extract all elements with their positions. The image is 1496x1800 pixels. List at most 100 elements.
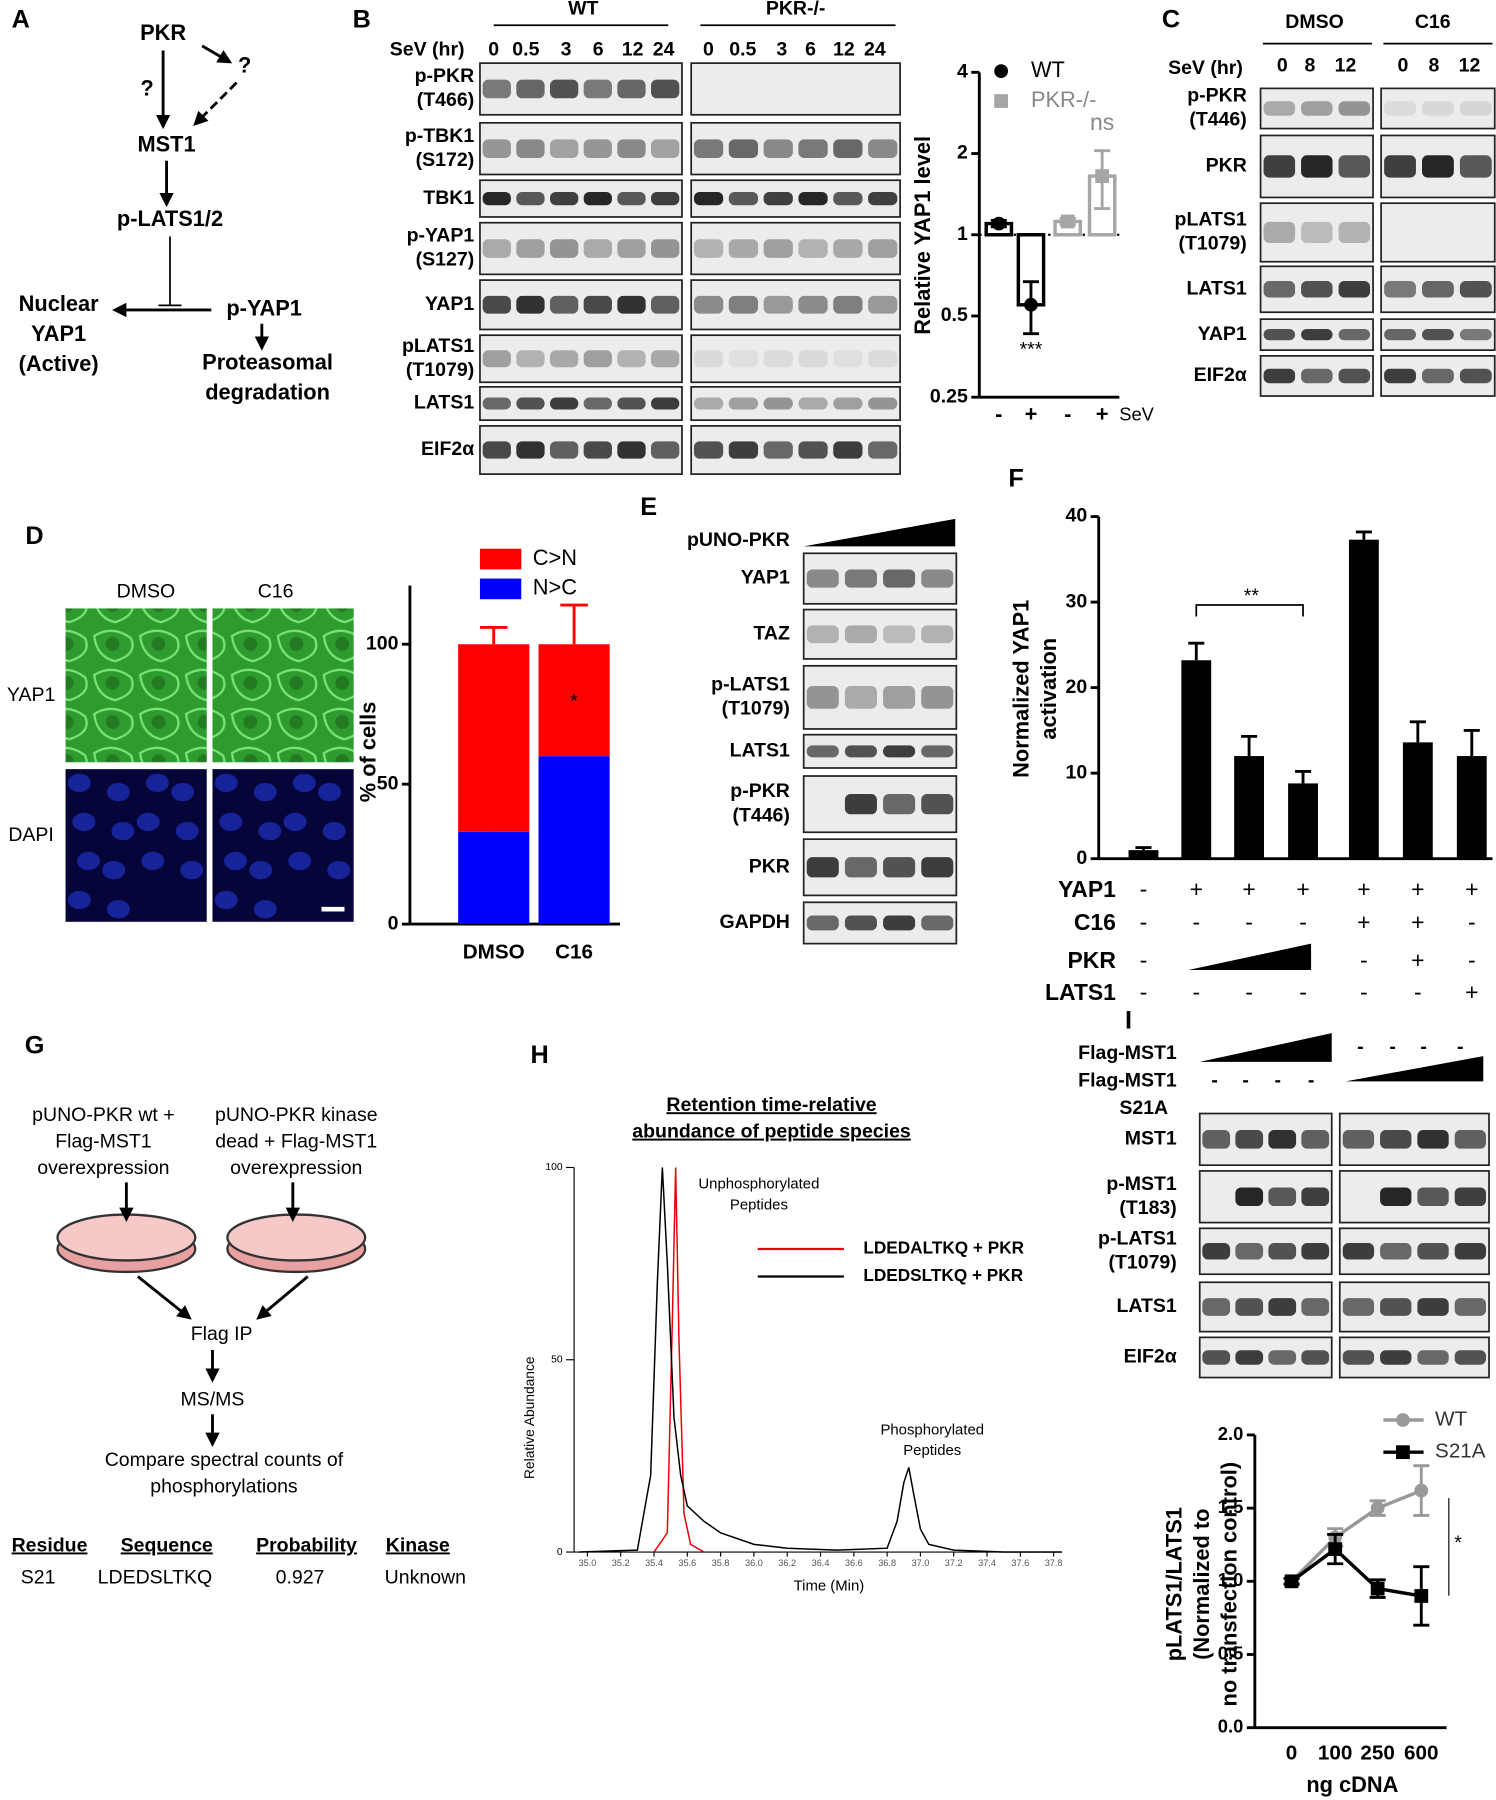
blot-strip bbox=[802, 608, 958, 660]
blot-band bbox=[651, 139, 680, 158]
nucleus bbox=[175, 821, 199, 841]
blot-band bbox=[1422, 155, 1454, 178]
blot-band bbox=[1380, 1350, 1412, 1365]
blot-band bbox=[844, 745, 877, 758]
blot-band bbox=[1422, 281, 1454, 298]
nucleus bbox=[141, 851, 165, 871]
blot-band bbox=[482, 239, 511, 258]
blot-row-label: p-PKR bbox=[1187, 85, 1247, 107]
pathway-node: Proteasomal bbox=[202, 350, 333, 375]
blot-row-label: (T446) bbox=[732, 804, 789, 826]
y-tick-label: 0 bbox=[557, 1547, 563, 1558]
blot-band bbox=[1459, 329, 1492, 341]
blot-band bbox=[651, 397, 680, 410]
blot-band bbox=[1384, 101, 1416, 116]
blot-band bbox=[868, 441, 898, 459]
blot-strip bbox=[479, 179, 683, 218]
nucleus bbox=[258, 821, 282, 841]
workflow-step: Flag IP bbox=[191, 1323, 253, 1345]
y-tick-label: 0.25 bbox=[930, 385, 968, 407]
blot-band bbox=[617, 191, 646, 206]
blot-band bbox=[844, 625, 877, 644]
blot-band bbox=[693, 350, 724, 368]
blot-band bbox=[883, 915, 916, 931]
y-tick-label: 50 bbox=[377, 772, 399, 794]
blot-band bbox=[1202, 1298, 1231, 1316]
x-tick-label: 37.6 bbox=[1011, 1558, 1029, 1568]
blot-band bbox=[1301, 1130, 1330, 1149]
blot-band bbox=[651, 441, 680, 459]
blot-band bbox=[868, 397, 898, 410]
blot-band bbox=[549, 79, 579, 99]
data-point bbox=[1284, 1574, 1299, 1589]
blot-band bbox=[798, 441, 828, 459]
blot-band bbox=[1422, 368, 1454, 384]
blot-strip bbox=[690, 425, 901, 475]
blot-band bbox=[844, 569, 877, 588]
blot-band bbox=[1454, 1350, 1487, 1365]
blot-band bbox=[1268, 1298, 1297, 1316]
y-tick-label: 0 bbox=[388, 912, 399, 934]
blot-band bbox=[1263, 221, 1296, 244]
table-cell: S21 bbox=[21, 1567, 56, 1589]
x-tick-label: 250 bbox=[1360, 1742, 1394, 1765]
petri-dish bbox=[56, 1213, 367, 1274]
data-point bbox=[1396, 1445, 1410, 1460]
legend-label: S21A bbox=[1435, 1440, 1486, 1463]
annotation: Unphosphorylated bbox=[698, 1176, 819, 1193]
blot-band bbox=[1417, 1243, 1449, 1260]
blot-band bbox=[693, 139, 724, 158]
blot-band bbox=[728, 139, 759, 158]
blot-row-label: EIF2α bbox=[421, 438, 474, 460]
pathway-node: (Active) bbox=[19, 351, 99, 376]
blot-band bbox=[833, 350, 863, 368]
condition-mark: - bbox=[1140, 979, 1148, 1005]
y-tick-label: 4 bbox=[957, 60, 968, 82]
data-point bbox=[991, 216, 1006, 231]
blot-band bbox=[921, 745, 954, 758]
legend-label: WT bbox=[1435, 1407, 1467, 1430]
data-point bbox=[1024, 297, 1038, 312]
legend-label: C>N bbox=[533, 545, 577, 570]
blot-band bbox=[583, 350, 612, 368]
blot-row-label: p-TBK1 bbox=[405, 125, 474, 147]
y-tick-label: 0.5 bbox=[941, 304, 968, 326]
blot-band bbox=[617, 79, 646, 99]
blot-band bbox=[1263, 155, 1296, 178]
time-label: 0.5 bbox=[512, 39, 539, 61]
blot-row-label: TBK1 bbox=[423, 187, 474, 209]
nucleus bbox=[102, 860, 126, 880]
condition-mark: - bbox=[1468, 947, 1476, 973]
y-axis-label: pLATS1/LATS1 bbox=[1161, 1507, 1186, 1661]
blot-band bbox=[482, 295, 511, 314]
condition-mark: + bbox=[1411, 909, 1424, 935]
x-axis-label: ng cDNA bbox=[1306, 1772, 1398, 1797]
table-cell: 0.927 bbox=[276, 1567, 325, 1589]
blot-strip bbox=[802, 664, 958, 730]
blot-band bbox=[549, 139, 579, 158]
blot-band bbox=[693, 295, 724, 314]
blot-band bbox=[798, 239, 828, 258]
blot-band bbox=[617, 295, 646, 314]
blot-band bbox=[883, 745, 916, 758]
time-label: SeV (hr) bbox=[1168, 57, 1243, 79]
connector bbox=[136, 1275, 192, 1320]
y-tick-label: 1 bbox=[957, 223, 968, 245]
blot-band bbox=[516, 79, 545, 99]
blot-band bbox=[728, 191, 759, 206]
panel-label: I bbox=[1125, 1006, 1132, 1034]
time-label: 0 bbox=[488, 39, 499, 61]
y-tick-label: 20 bbox=[1066, 676, 1088, 698]
blot-band bbox=[516, 441, 545, 459]
blot-band bbox=[868, 139, 898, 158]
blot-band bbox=[868, 350, 898, 368]
condition-mark: - bbox=[1245, 909, 1253, 935]
blot-band bbox=[1459, 281, 1492, 298]
data-point bbox=[994, 94, 1009, 108]
blot-band bbox=[798, 295, 828, 314]
blot-band bbox=[728, 397, 759, 410]
data-point bbox=[1060, 214, 1075, 229]
pathway-node: PKR bbox=[140, 20, 186, 45]
legend-swatch bbox=[479, 578, 522, 600]
blot-strip bbox=[690, 179, 901, 218]
